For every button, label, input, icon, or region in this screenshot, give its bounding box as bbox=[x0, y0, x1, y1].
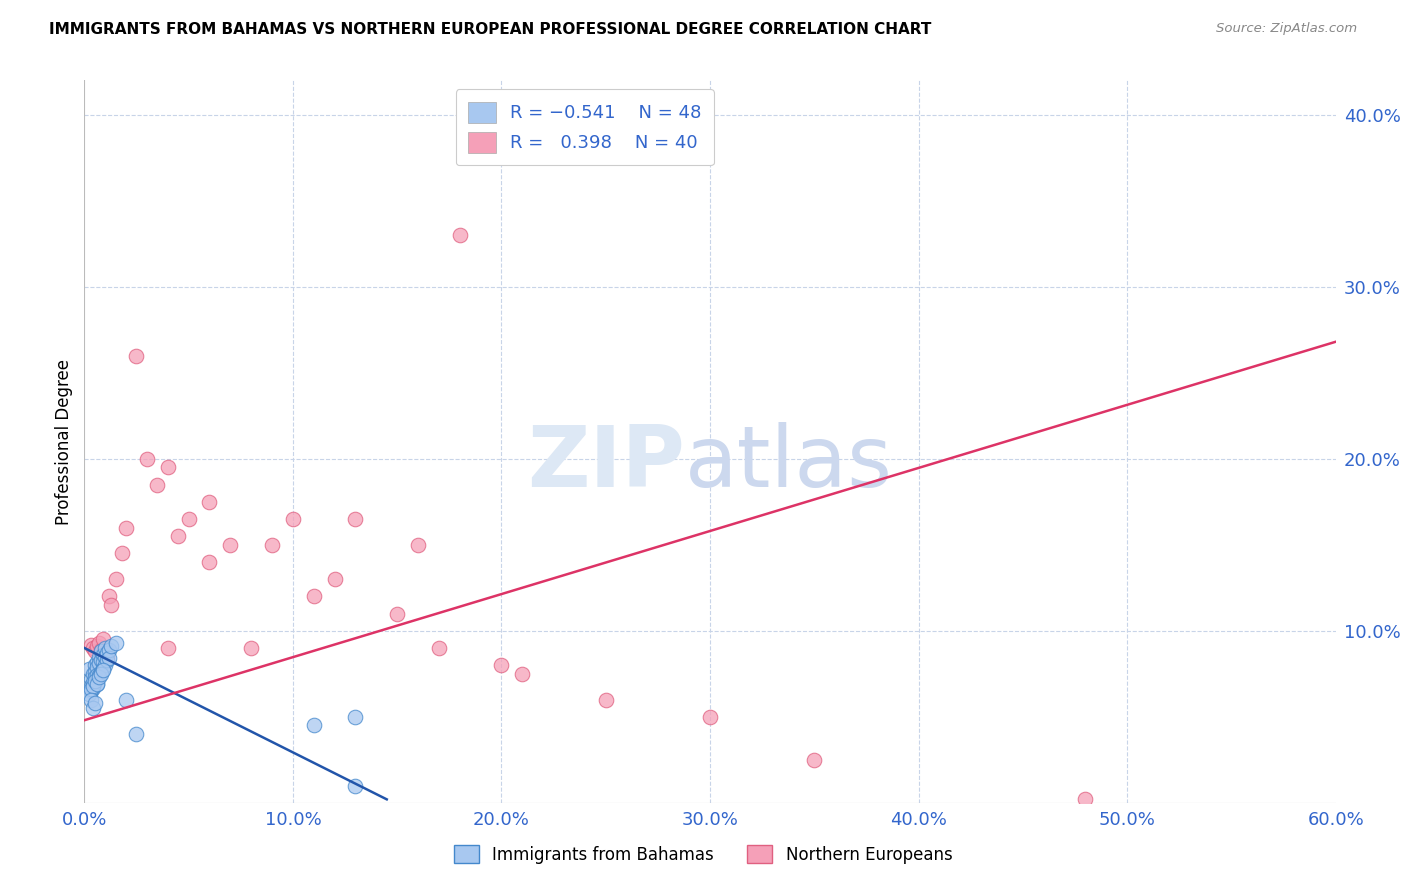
Point bbox=[125, 349, 148, 363]
Point bbox=[302, 590, 325, 604]
Point bbox=[87, 657, 110, 671]
Point bbox=[281, 512, 304, 526]
Point bbox=[125, 727, 148, 741]
Point bbox=[83, 658, 105, 673]
Point bbox=[83, 665, 105, 679]
Y-axis label: Professional Degree: Professional Degree bbox=[55, 359, 73, 524]
Point bbox=[98, 651, 121, 665]
Point bbox=[91, 664, 114, 678]
Point bbox=[240, 640, 263, 655]
Point bbox=[90, 642, 112, 657]
Point bbox=[91, 655, 114, 669]
Point bbox=[82, 681, 104, 695]
Point bbox=[100, 639, 122, 653]
Point bbox=[100, 598, 122, 612]
Point bbox=[79, 638, 101, 652]
Point bbox=[79, 682, 101, 697]
Point bbox=[91, 648, 114, 662]
Point bbox=[344, 512, 367, 526]
Point bbox=[79, 679, 101, 693]
Point bbox=[427, 640, 450, 655]
Point bbox=[86, 668, 108, 682]
Point bbox=[803, 753, 825, 767]
Point bbox=[90, 653, 112, 667]
Text: atlas: atlas bbox=[685, 422, 893, 505]
Point bbox=[86, 660, 108, 674]
Point bbox=[156, 640, 179, 655]
Point bbox=[79, 672, 101, 686]
Point bbox=[86, 677, 108, 691]
Point bbox=[344, 710, 367, 724]
Point bbox=[90, 644, 112, 658]
Point bbox=[86, 677, 108, 691]
Point bbox=[86, 639, 108, 653]
Point bbox=[94, 646, 117, 660]
Point bbox=[83, 696, 105, 710]
Point bbox=[94, 640, 117, 655]
Point bbox=[1074, 792, 1097, 806]
Text: Source: ZipAtlas.com: Source: ZipAtlas.com bbox=[1216, 22, 1357, 36]
Point bbox=[115, 692, 138, 706]
Point bbox=[111, 546, 134, 560]
Point bbox=[91, 662, 114, 676]
Point bbox=[323, 572, 346, 586]
Point bbox=[491, 658, 513, 673]
Point bbox=[91, 632, 114, 647]
Point bbox=[136, 451, 159, 466]
Point bbox=[699, 710, 721, 724]
Text: IMMIGRANTS FROM BAHAMAS VS NORTHERN EUROPEAN PROFESSIONAL DEGREE CORRELATION CHA: IMMIGRANTS FROM BAHAMAS VS NORTHERN EURO… bbox=[49, 22, 932, 37]
Point bbox=[82, 675, 104, 690]
Point bbox=[94, 649, 117, 664]
Point bbox=[146, 477, 169, 491]
Point bbox=[79, 684, 101, 698]
Point bbox=[104, 572, 127, 586]
Point bbox=[77, 662, 100, 676]
Point bbox=[83, 670, 105, 684]
Legend: Immigrants from Bahamas, Northern Europeans: Immigrants from Bahamas, Northern Europe… bbox=[447, 838, 959, 871]
Point bbox=[344, 779, 367, 793]
Point bbox=[198, 555, 221, 569]
Point bbox=[98, 590, 121, 604]
Point bbox=[115, 520, 138, 534]
Point bbox=[96, 649, 118, 664]
Text: ZIP: ZIP bbox=[527, 422, 685, 505]
Point bbox=[96, 646, 118, 660]
Point bbox=[512, 666, 534, 681]
Point bbox=[79, 692, 101, 706]
Point bbox=[82, 666, 104, 681]
Point bbox=[82, 679, 104, 693]
Point bbox=[87, 649, 110, 664]
Point bbox=[98, 642, 121, 657]
Point bbox=[385, 607, 409, 621]
Point bbox=[406, 538, 429, 552]
Point bbox=[90, 665, 112, 679]
Point bbox=[83, 644, 105, 658]
Point bbox=[87, 670, 110, 684]
Point bbox=[167, 529, 190, 543]
Point bbox=[219, 538, 242, 552]
Point bbox=[86, 655, 108, 669]
Point bbox=[94, 658, 117, 673]
Point bbox=[104, 636, 127, 650]
Point bbox=[82, 640, 104, 655]
Point bbox=[198, 494, 221, 508]
Point bbox=[449, 228, 471, 243]
Point bbox=[96, 653, 118, 667]
Point bbox=[82, 701, 104, 715]
Point bbox=[77, 687, 100, 701]
Point bbox=[87, 668, 110, 682]
Point bbox=[87, 636, 110, 650]
Point bbox=[156, 460, 179, 475]
Point bbox=[177, 512, 200, 526]
Point bbox=[595, 692, 617, 706]
Point bbox=[302, 718, 325, 732]
Point bbox=[262, 538, 284, 552]
Point bbox=[90, 666, 112, 681]
Legend: R = −0.541    N = 48, R =   0.398    N = 40: R = −0.541 N = 48, R = 0.398 N = 40 bbox=[456, 89, 714, 165]
Point bbox=[83, 673, 105, 688]
